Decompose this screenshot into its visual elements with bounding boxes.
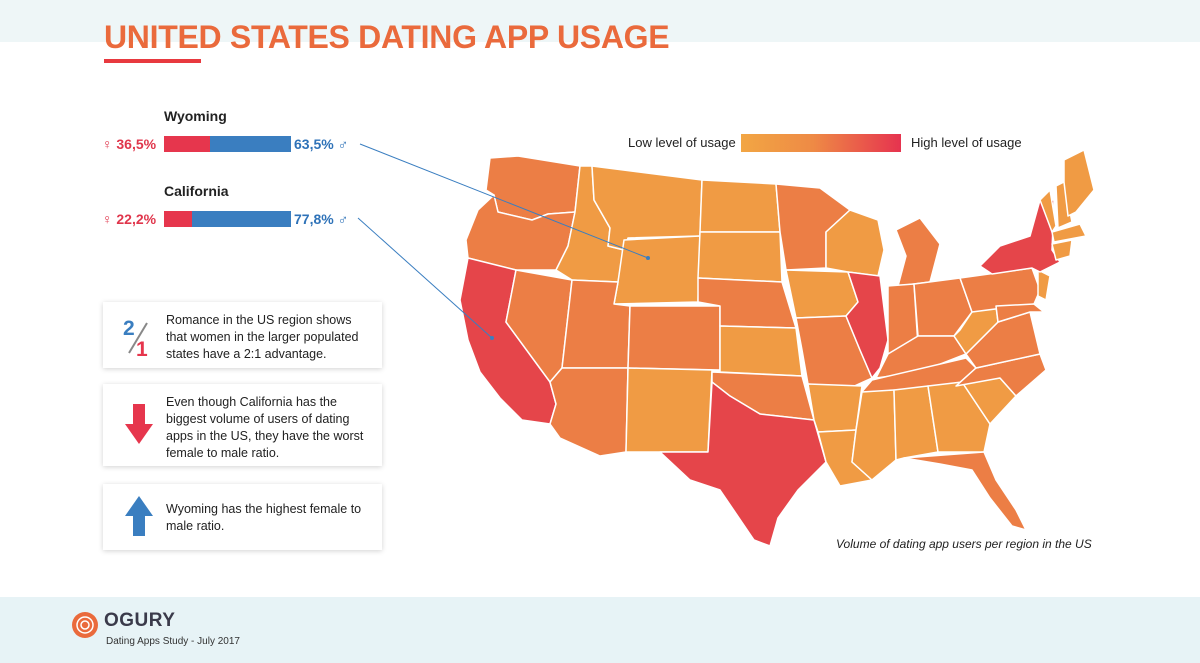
map-region-vermont <box>1039 189 1057 233</box>
state-label-california: California <box>164 183 229 199</box>
info-text-california: Even though California has the biggest v… <box>166 395 364 460</box>
male-percent-wyoming: 63,5% ♂ <box>294 136 349 152</box>
map-region-texas <box>659 381 827 547</box>
logo-circle <box>72 612 98 638</box>
icon-digit-two: 2 <box>123 317 135 340</box>
map-region-north-dakota <box>699 179 781 233</box>
wyoming-pointer-line <box>359 143 649 259</box>
legend-low-label: Low level of usage <box>628 135 736 150</box>
map-region-maine <box>1063 149 1095 217</box>
legend-gradient-bar <box>741 134 901 152</box>
arrow-up-shaft <box>133 516 145 536</box>
arrow-up-icon <box>125 496 153 536</box>
icon-slash <box>128 322 148 354</box>
arrow-down-icon <box>125 404 153 444</box>
info-card-wyoming: Wyoming has the highest female to male r… <box>103 484 382 550</box>
map-region-kansas <box>719 325 803 377</box>
footer <box>0 597 1200 663</box>
map-region-illinois <box>845 271 889 379</box>
map-region-maryland <box>995 303 1045 323</box>
map-region-ohio <box>913 277 973 337</box>
map-caption: Volume of dating app users per region in… <box>836 537 1092 551</box>
map-region-iowa <box>785 269 859 319</box>
female-bar-wyoming <box>164 136 211 152</box>
logo-ring-outer <box>76 616 94 634</box>
california-pointer-line <box>357 217 493 339</box>
page-title: UNITED STATES DATING APP USAGE <box>104 19 670 55</box>
map-region-florida <box>903 451 1027 531</box>
title-underline <box>104 59 201 63</box>
map-region-alabama <box>893 385 939 461</box>
state-label-wyoming: Wyoming <box>164 108 227 124</box>
map-region-georgia <box>927 381 991 453</box>
map-region-new-york <box>979 199 1061 275</box>
map-region-connecticut <box>1051 239 1073 261</box>
female-value-california: 22,2% <box>116 211 157 227</box>
arrow-down-head <box>125 424 153 444</box>
ratio-row-wyoming: ♀ 36,5% 63,5% ♂ <box>102 134 362 154</box>
map-region-michigan <box>895 217 941 287</box>
map-region-arizona <box>549 367 629 457</box>
female-percent-wyoming: ♀ 36,5% <box>102 136 157 152</box>
map-region-wyoming <box>613 235 701 305</box>
map-region-new-mexico <box>625 367 713 453</box>
female-value-wyoming: 36,5% <box>116 136 157 152</box>
arrow-down-shaft <box>133 404 145 424</box>
brand-name: OGURY <box>104 610 176 631</box>
study-label: Dating Apps Study - July 2017 <box>106 636 240 647</box>
map-region-colorado <box>627 305 721 371</box>
wyoming-pointer-dot <box>646 256 650 260</box>
ogury-logo-icon <box>72 612 98 638</box>
map-region-washington <box>485 155 581 221</box>
ratio-bar-wyoming <box>164 136 291 152</box>
map-region-south-dakota <box>697 231 783 283</box>
logo-ring-inner <box>80 620 90 630</box>
female-bar-california <box>164 211 193 227</box>
two-to-one-icon: 2 1 <box>123 317 148 359</box>
ratio-row-california: ♀ 22,2% 77,8% ♂ <box>102 209 362 229</box>
icon-digit-one: 1 <box>136 338 148 359</box>
arrow-up-head <box>125 496 153 516</box>
header-band <box>0 0 1200 42</box>
info-card-ratio: 2 1 Romance in the US region shows that … <box>103 302 382 368</box>
map-region-new-jersey <box>1037 269 1051 301</box>
california-pointer-dot <box>490 336 494 340</box>
info-text-ratio: Romance in the US region shows that wome… <box>166 313 359 361</box>
map-region-massachusetts <box>1051 223 1087 243</box>
ratio-bar-california <box>164 211 291 227</box>
info-text-wyoming: Wyoming has the highest female to male r… <box>166 502 362 533</box>
info-card-california: Even though California has the biggest v… <box>103 384 382 466</box>
map-region-arkansas <box>807 383 863 433</box>
male-value-california: 77,8% <box>294 211 334 227</box>
female-percent-california: ♀ 22,2% <box>102 211 157 227</box>
male-percent-california: 77,8% ♂ <box>294 211 349 227</box>
map-region-wisconsin <box>825 209 885 277</box>
legend-high-label: High level of usage <box>911 135 1022 150</box>
male-value-wyoming: 63,5% <box>294 136 334 152</box>
